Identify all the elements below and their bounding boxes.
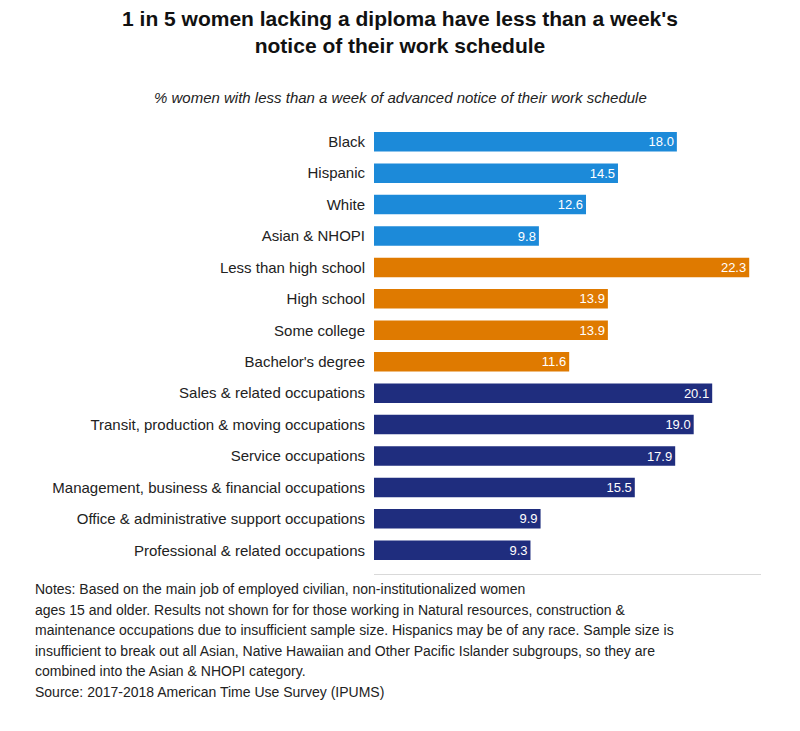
svg-text:Bachelor's degree: Bachelor's degree bbox=[245, 353, 365, 370]
svg-text:maintenance occupations due to: maintenance occupations due to insuffici… bbox=[35, 622, 674, 638]
svg-text:ages 15 and older. Results not: ages 15 and older. Results not shown for… bbox=[35, 602, 626, 618]
svg-text:22.3: 22.3 bbox=[721, 260, 746, 275]
svg-text:Service occupations: Service occupations bbox=[231, 447, 365, 464]
svg-text:17.9: 17.9 bbox=[647, 449, 672, 464]
svg-text:Less than high school: Less than high school bbox=[220, 259, 365, 276]
svg-text:Source: 2017-2018 American Tim: Source: 2017-2018 American Time Use Surv… bbox=[35, 684, 384, 700]
svg-text:Hispanic: Hispanic bbox=[307, 164, 365, 181]
svg-text:Sales & related occupations: Sales & related occupations bbox=[179, 384, 365, 401]
svg-text:13.9: 13.9 bbox=[580, 291, 605, 306]
svg-text:14.5: 14.5 bbox=[590, 166, 615, 181]
svg-text:% women with less than a week: % women with less than a week of advance… bbox=[154, 89, 647, 106]
svg-text:20.1: 20.1 bbox=[684, 386, 709, 401]
svg-text:12.6: 12.6 bbox=[558, 197, 583, 212]
svg-text:combined into the Asian & NHOP: combined into the Asian & NHOPI category… bbox=[35, 663, 306, 679]
svg-text:Asian & NHOPI: Asian & NHOPI bbox=[262, 227, 365, 244]
svg-text:Some college: Some college bbox=[274, 322, 365, 339]
svg-text:19.0: 19.0 bbox=[665, 417, 690, 432]
svg-text:9.3: 9.3 bbox=[509, 543, 527, 558]
svg-text:Professional & related occupat: Professional & related occupations bbox=[134, 542, 365, 559]
svg-text:Black: Black bbox=[328, 133, 365, 150]
svg-text:Notes: Based on the main job o: Notes: Based on the main job of employed… bbox=[35, 581, 525, 597]
svg-text:9.8: 9.8 bbox=[518, 229, 536, 244]
svg-text:9.9: 9.9 bbox=[520, 511, 538, 526]
svg-text:High school: High school bbox=[287, 290, 365, 307]
svg-text:insufficient to break out all: insufficient to break out all Asian, Nat… bbox=[35, 643, 655, 659]
svg-text:Transit, production & moving o: Transit, production & moving occupations bbox=[90, 416, 365, 433]
svg-text:11.6: 11.6 bbox=[542, 354, 566, 369]
svg-text:13.9: 13.9 bbox=[580, 323, 605, 338]
svg-text:1 in 5 women lacking a diploma: 1 in 5 women lacking a diploma have less… bbox=[122, 7, 678, 57]
svg-text:18.0: 18.0 bbox=[649, 134, 674, 149]
svg-text:White: White bbox=[327, 196, 365, 213]
svg-text:15.5: 15.5 bbox=[606, 480, 631, 495]
svg-text:Management, business & financi: Management, business & financial occupat… bbox=[52, 479, 365, 496]
svg-text:Office & administrative suppor: Office & administrative support occupati… bbox=[77, 510, 365, 527]
